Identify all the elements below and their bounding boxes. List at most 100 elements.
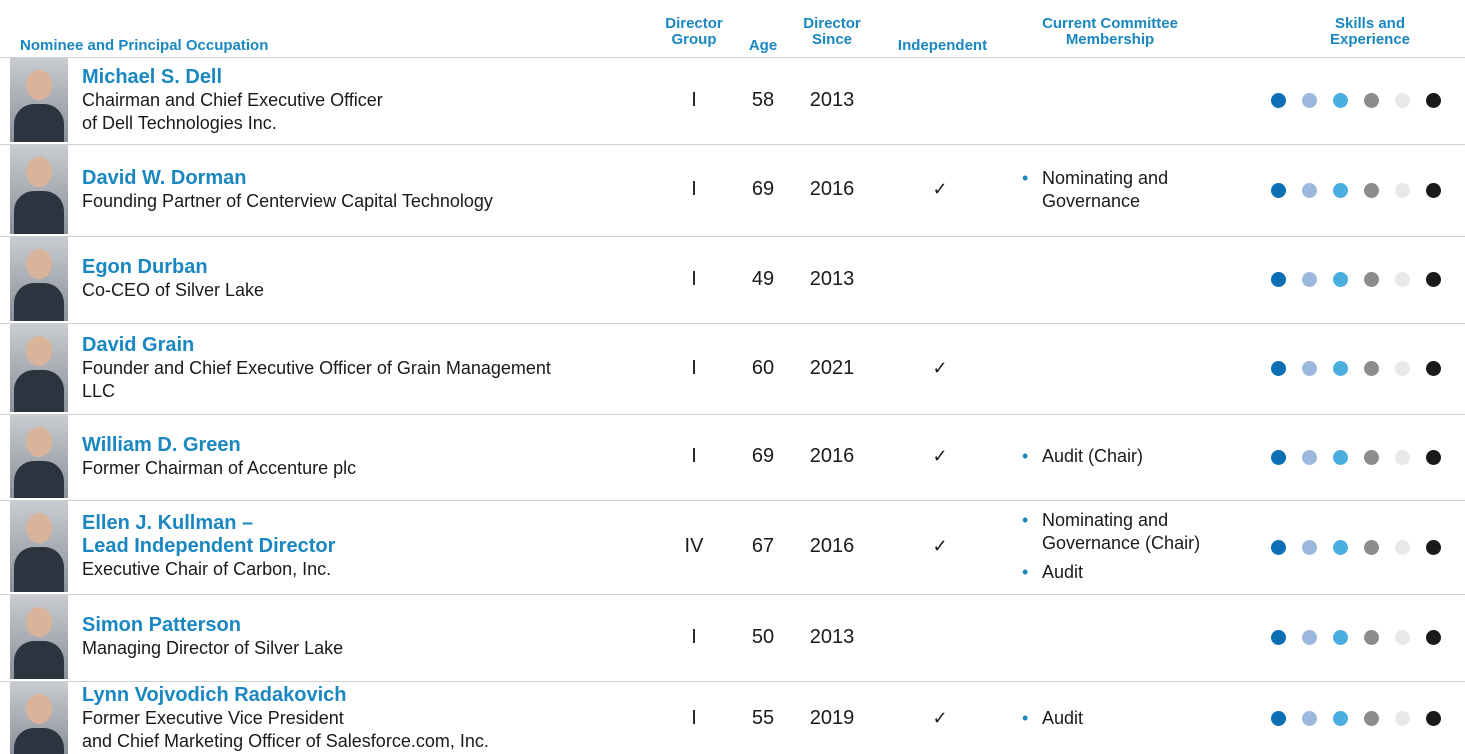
skill-dot	[1364, 630, 1379, 645]
skill-dot	[1395, 361, 1410, 376]
committee-item: Nominating and Governance	[1022, 167, 1242, 213]
director-since: 2016	[802, 145, 862, 234]
nominee-name: William D. Green	[82, 434, 356, 457]
nominee-cell: Ellen J. Kullman –Lead Independent Direc…	[82, 501, 335, 592]
header-line: Group	[664, 32, 724, 48]
skill-dot	[1271, 183, 1286, 198]
header-line: Since	[802, 32, 862, 48]
skill-dot	[1302, 450, 1317, 465]
skill-dot	[1271, 711, 1286, 726]
director-since: 2016	[802, 415, 862, 498]
skill-dot	[1333, 93, 1348, 108]
skill-dot	[1333, 540, 1348, 555]
director-since: 2021	[802, 324, 862, 412]
nominee-name: David Grain	[82, 334, 551, 357]
nominee-name: Ellen J. Kullman –	[82, 512, 335, 535]
skill-dot	[1302, 183, 1317, 198]
occupation: Founding Partner of Centerview Capital T…	[82, 190, 493, 213]
skill-dot	[1426, 711, 1441, 726]
skill-dot	[1302, 711, 1317, 726]
skill-dot	[1333, 711, 1348, 726]
occupation: LLC	[82, 380, 551, 403]
skill-dot	[1364, 540, 1379, 555]
skill-dot	[1426, 540, 1441, 555]
photo	[10, 415, 68, 498]
skill-dot	[1271, 272, 1286, 287]
skill-dot	[1426, 630, 1441, 645]
occupation: Former Chairman of Accenture plc	[82, 457, 356, 480]
occupation: Managing Director of Silver Lake	[82, 637, 343, 660]
director-group: I	[664, 595, 724, 679]
occupation: Founder and Chief Executive Officer of G…	[82, 357, 551, 380]
skill-dot	[1302, 361, 1317, 376]
director-since: 2013	[802, 237, 862, 321]
skill-dot	[1395, 183, 1410, 198]
committee-cell: Nominating and Governance (Chair)Audit	[1022, 501, 1242, 592]
skill-dot	[1364, 711, 1379, 726]
photo	[10, 324, 68, 412]
director-group: I	[664, 237, 724, 321]
committee-cell: Audit (Chair)	[1022, 415, 1242, 498]
skill-dot	[1302, 540, 1317, 555]
skill-dot	[1426, 450, 1441, 465]
age: 69	[733, 415, 793, 498]
header-line: Experience	[1320, 32, 1420, 48]
header-line: Current Committee	[1030, 16, 1190, 32]
director-group: I	[664, 58, 724, 142]
photo	[10, 58, 68, 142]
committee-cell: Nominating and Governance	[1022, 145, 1242, 234]
table-row: Ellen J. Kullman –Lead Independent Direc…	[0, 500, 1465, 592]
skill-dot	[1271, 93, 1286, 108]
director-group: I	[664, 682, 724, 754]
page: Nominee and Principal Occupation Directo…	[0, 0, 1465, 753]
skill-dot	[1426, 93, 1441, 108]
occupation: Co-CEO of Silver Lake	[82, 279, 264, 302]
skill-dot	[1333, 183, 1348, 198]
age: 67	[733, 501, 793, 592]
skill-dot	[1364, 93, 1379, 108]
header-line: Director	[664, 16, 724, 32]
committee-item: Audit (Chair)	[1022, 445, 1242, 468]
skill-dot	[1302, 272, 1317, 287]
header-age: Age	[743, 38, 783, 54]
photo	[10, 682, 68, 754]
committee-item: Audit	[1022, 707, 1242, 730]
skill-dot	[1395, 450, 1410, 465]
independent: ✓	[910, 415, 970, 498]
age: 49	[733, 237, 793, 321]
skill-dot	[1426, 183, 1441, 198]
age: 50	[733, 595, 793, 679]
skill-dot	[1426, 361, 1441, 376]
nominee-name: Simon Patterson	[82, 614, 343, 637]
header-line: Membership	[1030, 32, 1190, 48]
header-nominee: Nominee and Principal Occupation	[20, 38, 268, 54]
skill-dot	[1364, 183, 1379, 198]
director-since: 2019	[802, 682, 862, 754]
age: 69	[733, 145, 793, 234]
skill-dot	[1302, 93, 1317, 108]
photo	[10, 595, 68, 679]
nominee-name: Lead Independent Director	[82, 535, 335, 558]
skill-dot	[1364, 361, 1379, 376]
committee-item: Nominating and Governance (Chair)	[1022, 509, 1242, 555]
skill-dot	[1302, 630, 1317, 645]
skill-dot	[1271, 630, 1286, 645]
director-group: IV	[664, 501, 724, 592]
occupation: Executive Chair of Carbon, Inc.	[82, 558, 335, 581]
director-since: 2013	[802, 58, 862, 142]
independent: ✓	[910, 501, 970, 592]
skill-dot	[1333, 361, 1348, 376]
skill-dot	[1364, 272, 1379, 287]
age: 58	[733, 58, 793, 142]
